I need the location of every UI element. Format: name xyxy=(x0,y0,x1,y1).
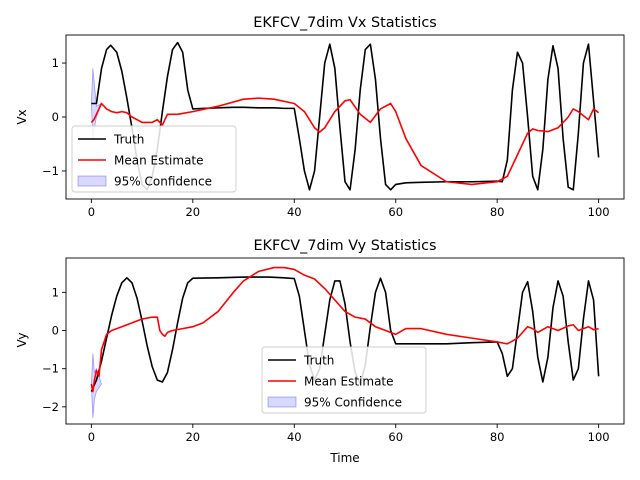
vy-x-tick-label: 40 xyxy=(287,430,302,444)
vy-plot-area: 0 20 40 60 80 100 −2 −1 0 1 Truth Mean Estimate 95% … xyxy=(42,257,625,444)
vx-series-mean-estimate-line xyxy=(90,97,600,186)
vx-x-tick-label: 0 xyxy=(88,205,95,219)
vx-y-tick-label: 1 xyxy=(52,56,59,70)
vx-x-tick-label: 60 xyxy=(388,205,403,219)
vy-chart-title: EKFCV_7dim Vy Statistics xyxy=(253,238,436,254)
vx-legend-box xyxy=(71,125,237,193)
vy-y-axis-label: Vy xyxy=(15,333,29,348)
vx-legend-confidence-swatch xyxy=(77,175,107,187)
vx-legend-label: Mean Estimate xyxy=(114,154,204,168)
vy-x-tick-label: 80 xyxy=(490,430,505,444)
vx-x-tick-label: 80 xyxy=(490,205,505,219)
vx-x-tick-label: 20 xyxy=(185,205,200,219)
vy-legend-confidence-swatch xyxy=(267,396,297,408)
vy-y-tick-label: 1 xyxy=(52,285,59,299)
vy-series-confidence-band xyxy=(90,353,102,419)
vy-x-tick-label: 60 xyxy=(388,430,403,444)
vy-legend-label: Truth xyxy=(303,354,334,368)
vx-legend-label: Truth xyxy=(113,133,144,147)
vx-x-tick-label: 100 xyxy=(588,205,610,219)
vx-y-tick-label: −1 xyxy=(42,164,59,178)
vx-chart-title: EKFCV_7dim Vx Statistics xyxy=(253,15,437,31)
vy-x-axis-label: Time xyxy=(329,451,359,465)
vx-x-tick-label: 40 xyxy=(287,205,302,219)
vy-series-truth-line xyxy=(90,276,600,392)
vy-legend-box xyxy=(261,346,427,414)
vy-series-group xyxy=(90,266,600,419)
vx-y-axis-label: Vx xyxy=(15,109,29,124)
vy-x-tick-label: 0 xyxy=(88,430,95,444)
vx-panel: EKFCV_7dim Vx Statistics Vx 0 20 40 60 80 100… xyxy=(15,15,625,219)
vx-plot-area: 0 20 40 60 80 100 −1 0 1 Truth Mean Estimate 95% Co… xyxy=(42,34,625,219)
vx-legend: Truth Mean Estimate 95% Confidence xyxy=(71,125,237,193)
vx-y-tick-label: 0 xyxy=(52,110,59,124)
vy-series-mean-estimate-line xyxy=(90,266,599,393)
vy-y-tick-label: −2 xyxy=(42,400,59,414)
vy-legend-label: 95% Confidence xyxy=(304,396,402,410)
vy-y-tick-label: −1 xyxy=(42,362,59,376)
vy-x-tick-label: 20 xyxy=(185,430,200,444)
vy-legend-label: Mean Estimate xyxy=(304,375,394,389)
vy-legend: Truth Mean Estimate 95% Confidence xyxy=(261,346,427,414)
vy-y-tick-label: 0 xyxy=(52,324,59,338)
vy-axes-frame xyxy=(65,257,625,425)
vy-panel: EKFCV_7dim Vy Statistics Vy Time 0 20 40 60… xyxy=(15,238,625,465)
vy-x-tick-label: 100 xyxy=(588,430,610,444)
vx-legend-label: 95% Confidence xyxy=(114,175,212,189)
